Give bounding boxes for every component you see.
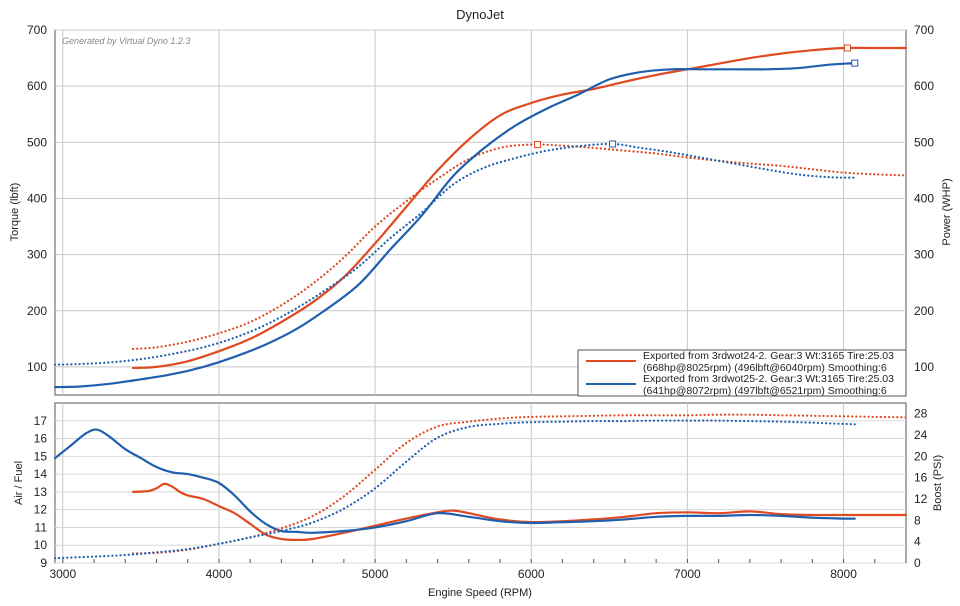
torque-tick-label: 400: [27, 191, 47, 205]
boost-curve-2: [132, 413, 908, 555]
power-curve-0: [132, 46, 908, 370]
bottom-series-group: [53, 413, 908, 560]
power-tick-label: 600: [914, 79, 934, 93]
x-axis-ticks: 3000 4000 5000 6000 7000 8000: [49, 559, 907, 581]
bottom-right-ticks: 0 4 8 12 16 20 24 28: [914, 407, 928, 570]
boost-tick-label: 28: [914, 407, 928, 421]
afr-tick-label: 9: [40, 556, 47, 570]
torque-axis-label: Torque (lbft): [9, 183, 21, 242]
power-curve-2: [53, 62, 856, 389]
legend: Exported from 3rdwot24-2. Gear:3 Wt:3165…: [577, 349, 907, 397]
legend-run-24-line2: (668hp@8025rpm) (496lbft@6040rpm) Smooth…: [643, 362, 887, 374]
torque-tick-label: 500: [27, 135, 47, 149]
boost-tick-label: 12: [914, 492, 928, 506]
power-curve-2-peak-marker: [851, 59, 859, 67]
legend-box: [577, 349, 907, 397]
boost-tick-label: 8: [914, 513, 921, 527]
legend-run-25-line2: (641hp@8072rpm) (497lbft@6521rpm) Smooth…: [643, 385, 887, 397]
boost-curve-3: [53, 419, 856, 560]
torque-tick-label: 100: [27, 360, 47, 374]
power-tick-label: 100: [914, 360, 934, 374]
boost-tick-label: 24: [914, 428, 928, 442]
power-curve-0-peak-marker: [843, 44, 851, 52]
afr-tick-label: 17: [34, 414, 48, 428]
boost-tick-label: 0: [914, 556, 921, 570]
top-right-ticks: 100 200 300 400 500 600 700: [914, 23, 934, 374]
torque-curve-3-peak-marker: [609, 140, 617, 148]
top-plot-frame: [54, 29, 907, 396]
torque-curve-1-peak-marker: [533, 141, 541, 149]
top-left-ticks: 100 200 300 400 500 600 700: [27, 23, 47, 374]
boost-tick-label: 20: [914, 449, 928, 463]
boost-tick-label: 4: [914, 535, 921, 549]
power-tick-label: 500: [914, 135, 934, 149]
afr-tick-label: 13: [34, 485, 48, 499]
x-tick-label: 6000: [518, 567, 545, 581]
x-tick-label: 4000: [206, 567, 233, 581]
boost-axis-label: Boost (PSI): [932, 455, 944, 511]
bottom-left-ticks: 9 10 11 12 13 14 15 16 17: [34, 414, 48, 570]
power-tick-label: 400: [914, 191, 934, 205]
afr-tick-label: 10: [34, 538, 48, 552]
torque-power-panel: Generated by Virtual Dyno 1.2.3 100 200 30…: [9, 23, 953, 397]
x-tick-label: 8000: [830, 567, 857, 581]
torque-tick-label: 600: [27, 79, 47, 93]
chart-title: DynoJet: [456, 7, 504, 22]
x-tick-label: 5000: [362, 567, 389, 581]
power-tick-label: 300: [914, 248, 934, 262]
legend-run-24-line1: Exported from 3rdwot24-2. Gear:3 Wt:3165…: [643, 350, 894, 362]
torque-tick-label: 700: [27, 23, 47, 37]
torque-tick-label: 300: [27, 248, 47, 262]
afr-tick-label: 15: [34, 449, 48, 463]
afr-curve-1: [53, 428, 856, 534]
torque-curve-1: [132, 143, 908, 351]
torque-tick-label: 200: [27, 304, 47, 318]
afr-tick-label: 16: [34, 432, 48, 446]
power-tick-label: 200: [914, 304, 934, 318]
power-axis-label: Power (WHP): [941, 178, 953, 245]
x-axis-label: Engine Speed (RPM): [428, 587, 532, 599]
legend-run-25-line1: Exported from 3rdwot25-2. Gear:3 Wt:3165…: [643, 373, 894, 385]
top-series-group: [53, 44, 908, 389]
air-fuel-axis-label: Air / Fuel: [13, 461, 25, 505]
afr-tick-label: 14: [34, 467, 48, 481]
afr-curve-0: [132, 482, 908, 542]
afr-tick-label: 11: [35, 520, 48, 534]
afr-tick-label: 12: [34, 503, 48, 517]
afr-boost-panel: 9 10 11 12 13 14 15 16 17 0 4 8 12 16 20 24 28 Air / Fu…: [13, 402, 944, 570]
x-tick-label: 3000: [49, 567, 76, 581]
generator-note: Generated by Virtual Dyno 1.2.3: [62, 36, 190, 46]
boost-tick-label: 16: [914, 471, 928, 485]
x-tick-label: 7000: [674, 567, 701, 581]
bottom-plot-frame: [54, 402, 907, 564]
top-grid: [55, 29, 906, 395]
torque-curve-3: [53, 142, 856, 366]
power-tick-label: 700: [914, 23, 934, 37]
